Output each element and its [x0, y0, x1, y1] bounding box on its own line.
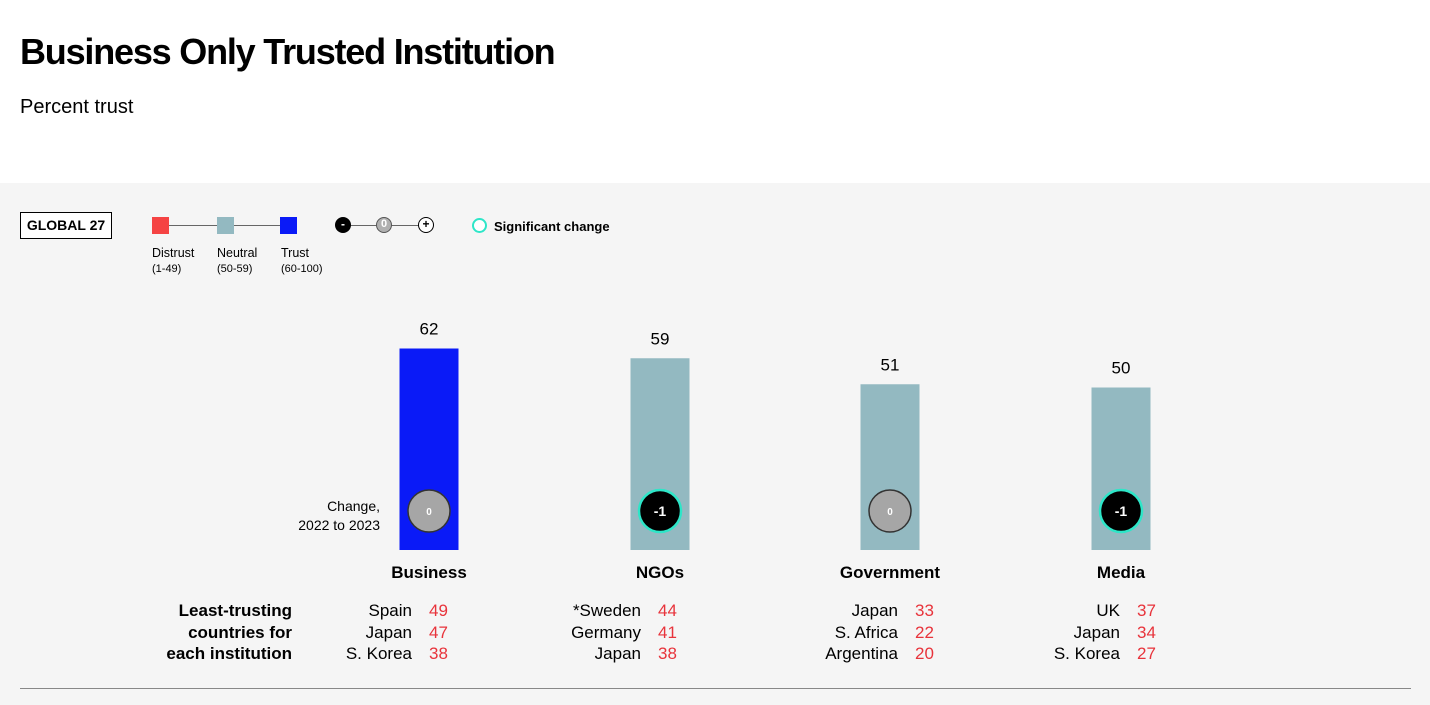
category-label-media: Media [1097, 563, 1146, 582]
country-name: Japan [365, 622, 412, 642]
country-name: Japan [1073, 622, 1120, 642]
zero-circle-icon: 0 [376, 217, 392, 233]
chart-panel [0, 183, 1430, 705]
least-trusting-line2: countries for [188, 622, 292, 642]
least-trusting-label: Least-trusting countries for each instit… [120, 600, 292, 665]
change-value-business: 0 [426, 507, 432, 518]
country-score: 33 [915, 601, 934, 620]
change-label-line2: 2022 to 2023 [298, 517, 380, 533]
change-value-media: -1 [1115, 503, 1128, 519]
legend-range-trust: (60-100) [281, 263, 323, 275]
country-name: S. Korea [1053, 644, 1120, 663]
legend-label-neutral: Neutral [217, 246, 258, 260]
country-score: 27 [1137, 644, 1156, 663]
change-label-line1: Change, [327, 498, 380, 514]
country-name: Argentina [825, 644, 898, 663]
value-label-ngos: 59 [651, 329, 670, 348]
value-label-media: 50 [1112, 359, 1131, 378]
change-value-ngos: -1 [654, 503, 667, 519]
country-score: 49 [429, 601, 448, 620]
least-trusting-line1: Least-trusting [178, 601, 292, 620]
country-score: 34 [1137, 622, 1156, 642]
country-name: Japan [851, 601, 898, 620]
country-list-media: UK 37 Japan 34 S. Korea 27 [1010, 600, 1161, 665]
change-circle-government [868, 489, 912, 533]
country-score: 38 [429, 644, 448, 663]
country-list-business: Spain 49 Japan 47 S. Korea 38 [302, 600, 453, 665]
country-name: S. Africa [834, 622, 898, 642]
legend-label-trust: Trust [281, 246, 310, 260]
change-circle-ngos [637, 488, 683, 534]
country-list-government: Japan 33 S. Africa 22 Argentina 20 [788, 600, 939, 665]
legend-label-distrust: Distrust [152, 246, 195, 260]
country-name: *Sweden [572, 601, 641, 620]
country-score: 47 [429, 622, 448, 642]
significant-change-icon [472, 218, 487, 233]
country-list-ngos: *Sweden 44 Germany 41 Japan 38 [531, 600, 682, 665]
bottom-divider [20, 688, 1411, 689]
significant-change-label: Significant change [494, 219, 610, 234]
legend-swatch-neutral [217, 217, 234, 234]
country-name: Japan [594, 644, 641, 663]
legend-range-neutral: (50-59) [217, 263, 253, 275]
country-score: 41 [658, 622, 677, 642]
legend-swatch-distrust [152, 217, 169, 234]
country-name: Germany [571, 622, 641, 642]
change-value-government: 0 [887, 507, 893, 518]
category-label-business: Business [391, 563, 467, 582]
legend-range-distrust: (1-49) [152, 263, 182, 275]
region-badge: GLOBAL 27 [20, 212, 112, 239]
country-name: S. Korea [345, 644, 412, 663]
least-trusting-line3: each institution [166, 644, 292, 663]
country-score: 22 [915, 622, 934, 642]
country-score: 38 [658, 644, 677, 663]
country-name: Spain [368, 601, 412, 620]
change-axis-label: Change, 2022 to 2023 [260, 497, 380, 535]
minus-circle-icon: - [335, 217, 351, 233]
page-title: Business Only Trusted Institution [20, 31, 556, 72]
value-label-government: 51 [881, 355, 900, 374]
country-name: UK [1096, 601, 1120, 620]
change-circle-business [407, 489, 451, 533]
legend-swatch-trust [280, 217, 297, 234]
country-score: 37 [1137, 601, 1156, 620]
category-label-ngos: NGOs [636, 563, 684, 582]
country-score: 20 [915, 644, 934, 663]
country-score: 44 [658, 601, 677, 620]
page-subtitle: Percent trust [20, 96, 134, 118]
plus-circle-icon: + [418, 217, 434, 233]
value-label-business: 62 [420, 320, 439, 339]
change-circle-media [1098, 488, 1144, 534]
category-label-government: Government [840, 563, 940, 582]
